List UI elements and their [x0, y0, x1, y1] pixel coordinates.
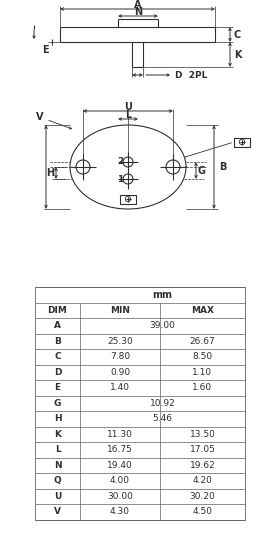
Text: V: V [54, 507, 61, 516]
Text: L: L [55, 445, 60, 455]
Text: 16.75: 16.75 [107, 445, 133, 455]
Text: G: G [198, 165, 206, 175]
Text: 4.50: 4.50 [193, 507, 212, 516]
Text: 8.50: 8.50 [193, 352, 212, 361]
Text: L: L [125, 110, 131, 120]
Text: 4.30: 4.30 [110, 507, 130, 516]
Text: 30.00: 30.00 [107, 492, 133, 501]
Text: G: G [54, 399, 61, 408]
Text: N: N [54, 461, 61, 470]
Text: K: K [234, 50, 242, 60]
Text: C: C [234, 30, 241, 40]
Text: 13.50: 13.50 [189, 430, 216, 439]
Text: 26.67: 26.67 [190, 337, 216, 346]
Text: 11.30: 11.30 [107, 430, 133, 439]
Text: 1: 1 [117, 174, 123, 183]
Text: H: H [46, 168, 54, 178]
Text: 7.80: 7.80 [110, 352, 130, 361]
Text: 1.40: 1.40 [110, 383, 130, 392]
Text: K: K [54, 430, 61, 439]
Text: 1.60: 1.60 [193, 383, 212, 392]
Text: 1.10: 1.10 [193, 368, 212, 377]
Text: E: E [55, 383, 61, 392]
Text: D: D [54, 368, 61, 377]
Text: D  2PL: D 2PL [175, 71, 207, 80]
Text: 19.62: 19.62 [190, 461, 216, 470]
Text: 39.00: 39.00 [150, 321, 175, 330]
Text: U: U [124, 102, 132, 112]
Text: U: U [54, 492, 61, 501]
Text: A: A [54, 321, 61, 330]
Text: V: V [36, 112, 71, 129]
Text: MAX: MAX [191, 306, 214, 315]
Text: 30.20: 30.20 [190, 492, 216, 501]
Text: 4.20: 4.20 [193, 476, 212, 485]
Text: C: C [54, 352, 61, 361]
Text: 4.00: 4.00 [110, 476, 130, 485]
Text: H: H [54, 414, 61, 423]
Text: B: B [54, 337, 61, 346]
Text: 10.92: 10.92 [150, 399, 175, 408]
Text: N: N [134, 7, 142, 17]
Text: MIN: MIN [110, 306, 130, 315]
Text: 5.46: 5.46 [153, 414, 173, 423]
Text: 0.90: 0.90 [110, 368, 130, 377]
Text: 19.40: 19.40 [107, 461, 133, 470]
Text: 17.05: 17.05 [189, 445, 216, 455]
Text: 25.30: 25.30 [107, 337, 133, 346]
Text: DIM: DIM [48, 306, 67, 315]
Bar [234, 138, 250, 146]
Bar [120, 194, 136, 203]
Text: A: A [134, 0, 141, 10]
Text: Q: Q [54, 476, 61, 485]
Text: 2: 2 [117, 158, 123, 167]
Text: B: B [219, 162, 226, 172]
Text: E: E [42, 45, 49, 55]
Text: mm: mm [153, 290, 173, 300]
Bar [35, 287, 245, 520]
